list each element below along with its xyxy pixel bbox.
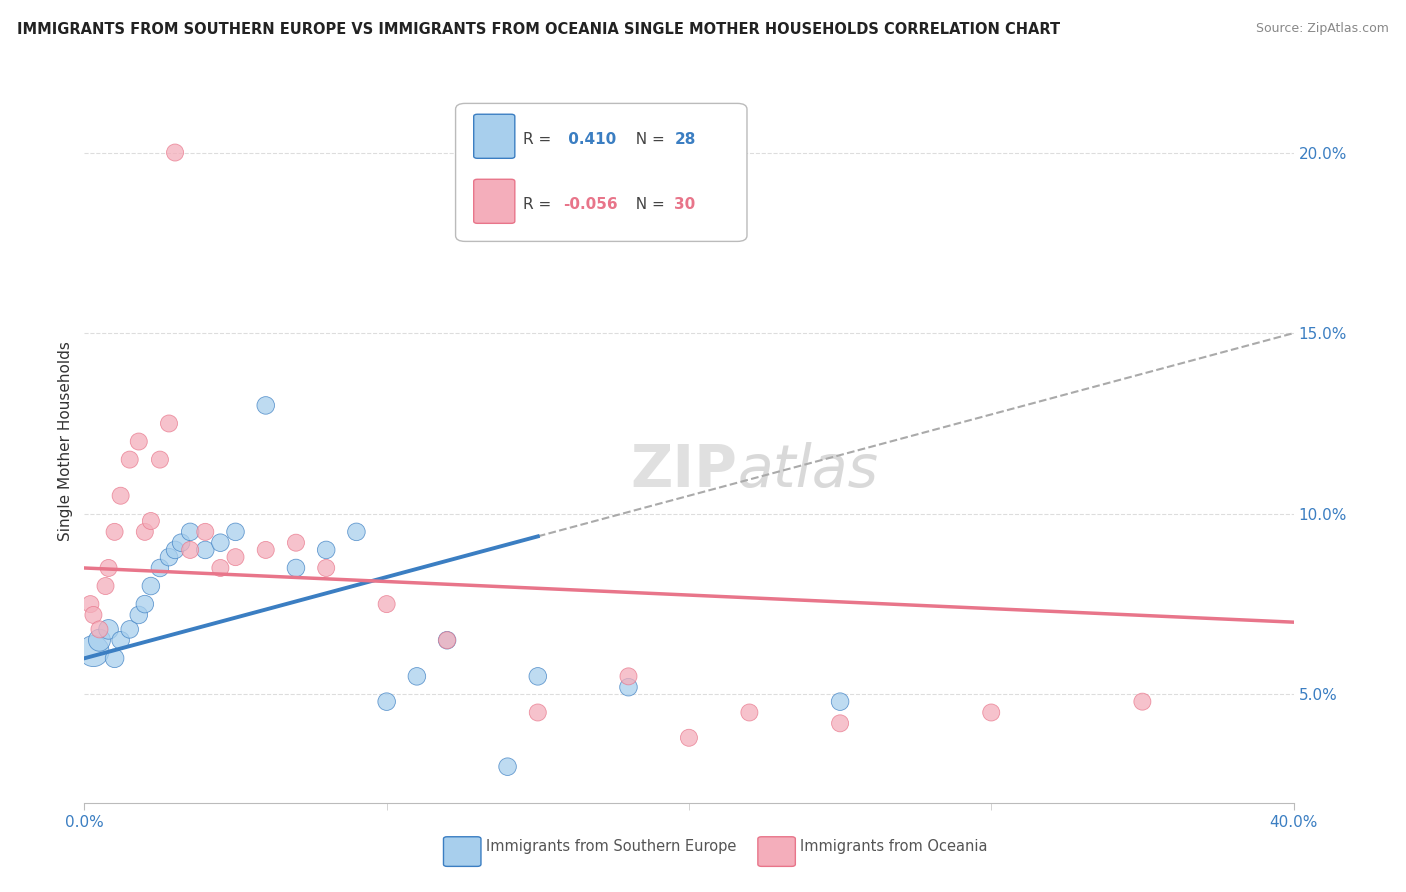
- Point: [194, 524, 217, 539]
- Text: 30: 30: [675, 197, 696, 212]
- Text: IMMIGRANTS FROM SOUTHERN EUROPE VS IMMIGRANTS FROM OCEANIA SINGLE MOTHER HOUSEHO: IMMIGRANTS FROM SOUTHERN EUROPE VS IMMIG…: [17, 22, 1060, 37]
- Point: [97, 623, 120, 637]
- Point: [149, 452, 172, 467]
- Point: [104, 524, 127, 539]
- Text: Immigrants from Oceania: Immigrants from Oceania: [800, 838, 987, 854]
- Point: [104, 651, 127, 665]
- Point: [436, 633, 458, 648]
- Point: [285, 535, 308, 549]
- Point: [128, 434, 150, 449]
- Point: [165, 145, 187, 160]
- Point: [830, 695, 852, 709]
- Point: [375, 597, 398, 611]
- Point: [89, 633, 111, 648]
- Point: [82, 607, 104, 622]
- Point: [617, 669, 640, 683]
- Point: [406, 669, 429, 683]
- Point: [315, 542, 337, 557]
- Text: 28: 28: [675, 132, 696, 147]
- Point: [134, 524, 156, 539]
- Point: [139, 579, 162, 593]
- Text: R =: R =: [523, 132, 557, 147]
- Y-axis label: Single Mother Households: Single Mother Households: [58, 342, 73, 541]
- Point: [82, 644, 104, 658]
- FancyBboxPatch shape: [456, 103, 747, 242]
- FancyBboxPatch shape: [474, 114, 515, 158]
- Point: [436, 633, 458, 648]
- Text: N =: N =: [626, 132, 669, 147]
- Point: [194, 542, 217, 557]
- Point: [346, 524, 368, 539]
- Point: [315, 561, 337, 575]
- Text: atlas: atlas: [737, 442, 879, 499]
- Text: ZIP: ZIP: [630, 442, 737, 499]
- Point: [170, 535, 193, 549]
- Point: [134, 597, 156, 611]
- Point: [157, 417, 180, 431]
- Point: [118, 452, 141, 467]
- Point: [165, 542, 187, 557]
- Point: [110, 633, 132, 648]
- Point: [157, 550, 180, 565]
- Point: [89, 623, 111, 637]
- Point: [225, 550, 247, 565]
- Point: [139, 514, 162, 528]
- Point: [209, 561, 232, 575]
- Text: 0.410: 0.410: [564, 132, 616, 147]
- Text: Source: ZipAtlas.com: Source: ZipAtlas.com: [1256, 22, 1389, 36]
- Point: [830, 716, 852, 731]
- Point: [128, 607, 150, 622]
- Text: R =: R =: [523, 197, 557, 212]
- Point: [527, 706, 550, 720]
- Point: [254, 398, 277, 412]
- Point: [285, 561, 308, 575]
- Point: [225, 524, 247, 539]
- Point: [179, 542, 201, 557]
- Point: [97, 561, 120, 575]
- FancyBboxPatch shape: [474, 179, 515, 223]
- Point: [179, 524, 201, 539]
- Point: [496, 760, 519, 774]
- Point: [678, 731, 700, 745]
- Point: [738, 706, 761, 720]
- FancyBboxPatch shape: [443, 837, 481, 866]
- Point: [617, 680, 640, 694]
- Point: [375, 695, 398, 709]
- Point: [1132, 695, 1154, 709]
- Text: -0.056: -0.056: [564, 197, 617, 212]
- Point: [254, 542, 277, 557]
- Point: [149, 561, 172, 575]
- Point: [980, 706, 1002, 720]
- Point: [118, 623, 141, 637]
- Point: [110, 489, 132, 503]
- Text: N =: N =: [626, 197, 669, 212]
- FancyBboxPatch shape: [758, 837, 796, 866]
- Text: Immigrants from Southern Europe: Immigrants from Southern Europe: [486, 838, 737, 854]
- Point: [527, 669, 550, 683]
- Point: [209, 535, 232, 549]
- Point: [94, 579, 117, 593]
- Point: [79, 597, 101, 611]
